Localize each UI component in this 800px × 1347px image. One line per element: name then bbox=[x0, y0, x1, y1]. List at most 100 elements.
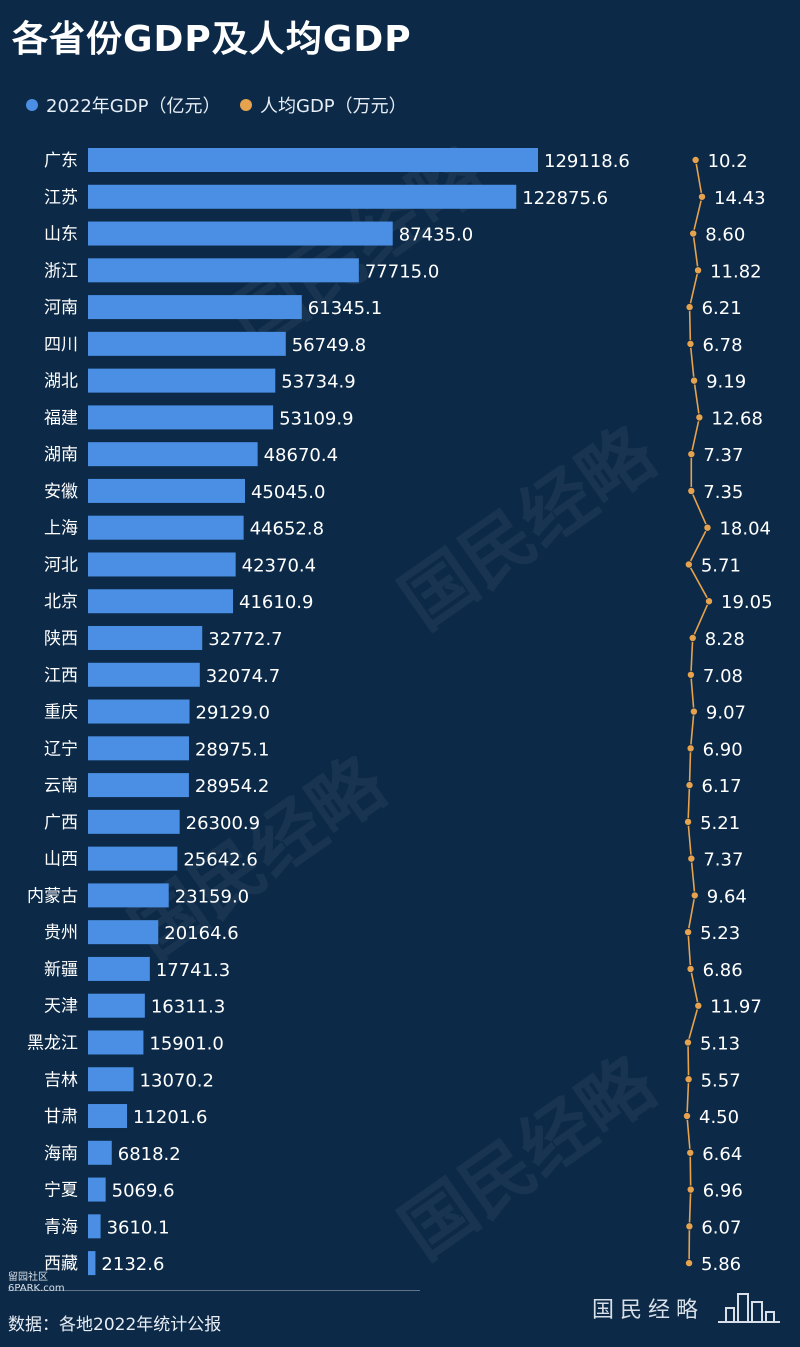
gdp-bar bbox=[88, 1214, 101, 1239]
gdp-bar bbox=[88, 736, 189, 761]
gdp-bar bbox=[88, 148, 538, 172]
gdp-value-label: 13070.2 bbox=[140, 1070, 214, 1091]
gdp-bar bbox=[88, 809, 180, 834]
per-capita-value-label: 6.64 bbox=[702, 1144, 742, 1165]
per-capita-point bbox=[683, 1112, 692, 1121]
chart-plot: 广东 129118.6 江苏 122875.6 山东 87435.0 浙江 77715.0 河南… bbox=[27, 148, 773, 1276]
gdp-bar bbox=[88, 331, 286, 356]
category-label: 海南 bbox=[44, 1144, 78, 1164]
per-capita-point bbox=[685, 1222, 694, 1231]
gdp-bar bbox=[88, 589, 234, 614]
per-capita-point bbox=[685, 1259, 694, 1268]
per-capita-point bbox=[684, 1075, 693, 1084]
per-capita-point bbox=[684, 817, 693, 826]
gdp-value-label: 87435.0 bbox=[399, 225, 473, 246]
gdp-bar bbox=[88, 1140, 112, 1165]
gdp-value-label: 3610.1 bbox=[107, 1217, 170, 1238]
per-capita-point bbox=[686, 964, 695, 973]
gdp-value-label: 56749.8 bbox=[292, 335, 366, 356]
gdp-bar bbox=[88, 662, 200, 687]
per-capita-point bbox=[684, 560, 693, 569]
per-capita-value-label: 6.78 bbox=[702, 335, 742, 356]
per-capita-point bbox=[687, 486, 696, 495]
gdp-value-label: 45045.0 bbox=[251, 482, 325, 503]
category-label: 四川 bbox=[44, 335, 78, 355]
per-capita-point bbox=[686, 670, 695, 679]
gdp-bar bbox=[88, 552, 236, 577]
gdp-value-label: 5069.6 bbox=[112, 1181, 175, 1202]
category-label: 天津 bbox=[44, 997, 78, 1017]
per-capita-value-label: 18.04 bbox=[719, 519, 771, 540]
gdp-bar bbox=[88, 368, 276, 393]
category-label: 重庆 bbox=[44, 703, 78, 723]
per-capita-value-label: 5.13 bbox=[700, 1033, 740, 1054]
per-capita-point bbox=[690, 891, 699, 900]
category-label: 安徽 bbox=[44, 482, 78, 502]
per-capita-value-label: 5.21 bbox=[700, 813, 740, 834]
gdp-bar bbox=[88, 442, 258, 467]
category-label: 河北 bbox=[44, 555, 78, 575]
gdp-value-label: 11201.6 bbox=[133, 1107, 207, 1128]
per-capita-value-label: 6.17 bbox=[702, 776, 742, 797]
category-label: 河南 bbox=[44, 298, 78, 318]
gdp-bar bbox=[88, 258, 359, 283]
category-label: 福建 bbox=[44, 408, 78, 428]
per-capita-value-label: 5.71 bbox=[701, 555, 741, 576]
per-capita-value-label: 19.05 bbox=[721, 592, 773, 613]
brand-name: 国民经略 bbox=[592, 1298, 705, 1323]
per-capita-value-label: 14.43 bbox=[714, 188, 766, 209]
gdp-bar bbox=[88, 626, 203, 651]
gdp-value-label: 23159.0 bbox=[175, 886, 249, 907]
per-capita-point bbox=[686, 1148, 695, 1157]
gdp-value-label: 2132.6 bbox=[101, 1254, 164, 1275]
corner-logo-line1: 留园社区 bbox=[8, 1272, 48, 1283]
gdp-bar bbox=[88, 478, 245, 503]
gdp-bar bbox=[88, 221, 393, 246]
per-capita-point bbox=[686, 1185, 695, 1194]
category-label: 广东 bbox=[44, 151, 78, 171]
gdp-bar bbox=[88, 846, 178, 871]
per-capita-point bbox=[688, 634, 697, 643]
gdp-value-label: 42370.4 bbox=[242, 555, 316, 576]
per-capita-point bbox=[689, 229, 698, 238]
category-label: 山东 bbox=[44, 225, 78, 245]
category-label: 甘肃 bbox=[44, 1107, 78, 1127]
legend-item-gdp: 2022年GDP（亿元） bbox=[26, 92, 220, 118]
per-capita-point bbox=[694, 1001, 703, 1010]
per-capita-value-label: 11.97 bbox=[710, 997, 762, 1018]
gdp-bar bbox=[88, 993, 145, 1018]
per-capita-point bbox=[689, 707, 698, 716]
category-label: 新疆 bbox=[44, 960, 78, 980]
corner-logo: 留园社区 6PARK.com bbox=[8, 1272, 65, 1294]
legend-item-per-capita: 人均GDP（万元） bbox=[240, 92, 407, 118]
gdp-bar bbox=[88, 295, 302, 320]
per-capita-value-label: 5.57 bbox=[701, 1070, 741, 1091]
per-capita-point bbox=[691, 155, 700, 164]
category-label: 黑龙江 bbox=[27, 1033, 78, 1053]
legend-label-gdp: 2022年GDP（亿元） bbox=[46, 96, 221, 117]
gdp-value-label: 20164.6 bbox=[164, 923, 238, 944]
legend-label-per-capita: 人均GDP（万元） bbox=[260, 96, 407, 117]
gdp-bar bbox=[88, 773, 189, 798]
gdp-bar bbox=[88, 1177, 106, 1202]
category-label: 浙江 bbox=[44, 261, 78, 281]
gdp-value-label: 25642.6 bbox=[183, 850, 257, 871]
per-capita-value-label: 10.2 bbox=[708, 151, 748, 172]
per-capita-value-label: 12.68 bbox=[711, 408, 763, 429]
per-capita-value-label: 7.37 bbox=[703, 445, 743, 466]
category-label: 湖南 bbox=[44, 445, 78, 465]
gdp-value-label: 129118.6 bbox=[544, 151, 630, 172]
per-capita-point bbox=[703, 523, 712, 532]
category-label: 辽宁 bbox=[44, 739, 78, 759]
per-capita-value-label: 6.86 bbox=[703, 960, 743, 981]
per-capita-value-label: 6.96 bbox=[703, 1181, 743, 1202]
gdp-value-label: 16311.3 bbox=[151, 997, 225, 1018]
category-label: 陕西 bbox=[44, 629, 78, 649]
gdp-value-label: 53109.9 bbox=[279, 408, 353, 429]
category-label: 青海 bbox=[44, 1217, 78, 1237]
gdp-value-label: 44652.8 bbox=[250, 519, 324, 540]
per-capita-point bbox=[705, 597, 714, 606]
per-capita-point bbox=[687, 854, 696, 863]
per-capita-value-label: 8.28 bbox=[705, 629, 745, 650]
category-label: 北京 bbox=[44, 592, 78, 612]
